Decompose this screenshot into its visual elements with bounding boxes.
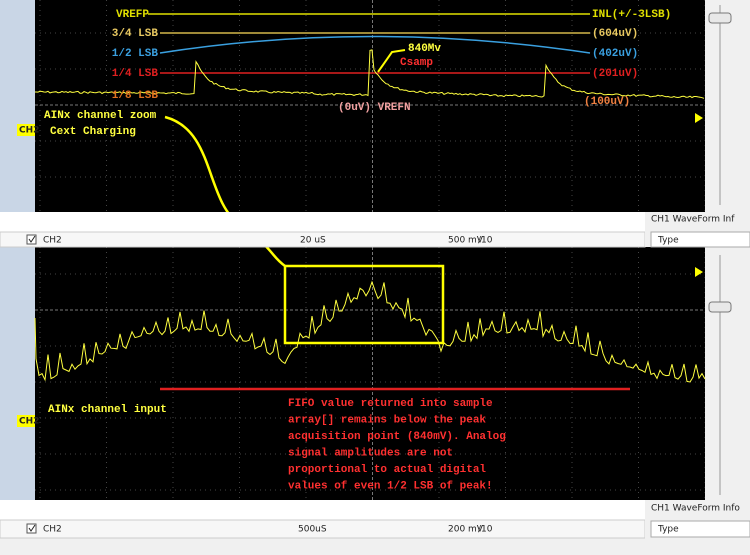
note: AINx channel zoom (44, 110, 157, 122)
side-title: CH1 WaveForm Info (651, 504, 740, 514)
trigger-marker (695, 113, 703, 123)
note: AINx channel input (48, 404, 167, 416)
slider-thumb[interactable] (708, 12, 732, 24)
left-strip (0, 247, 35, 500)
level-value: (201uV) (592, 68, 638, 80)
level-value: INL(+/-3LSB) (592, 9, 671, 21)
level-value: (402uV) (592, 48, 638, 60)
callout: FIFO value returned into sample array[] r… (288, 398, 506, 493)
level-label: 1/8 LSB (112, 90, 159, 102)
level-label: 1/2 LSB (112, 48, 159, 60)
channel-label: CH2 (19, 417, 39, 427)
peak-note: Csamp (400, 57, 433, 69)
slider-panel (705, 0, 750, 212)
bottom-screen (35, 247, 705, 500)
level-line (159, 35, 591, 54)
volts[interactable]: 500 mV (448, 236, 484, 246)
trigger-marker (695, 267, 703, 277)
level-label: 3/4 LSB (112, 28, 159, 40)
zoom-box (283, 264, 445, 345)
level-label: VREFP (116, 9, 149, 21)
slider-panel (705, 247, 750, 500)
left-strip (0, 0, 35, 212)
peak-label: 840Mv (408, 43, 441, 55)
side-field-label: Type (657, 236, 679, 246)
checkbox[interactable] (26, 234, 37, 245)
side-title: CH1 WaveForm Inf (651, 215, 735, 225)
level-value: (100uV) (584, 96, 630, 108)
level-label: 1/4 LSB (112, 68, 159, 80)
channel: CH2 (43, 525, 62, 535)
callout-line: FIFO value returned into sample (288, 398, 493, 410)
check (28, 524, 36, 532)
side-field[interactable] (650, 231, 750, 248)
callout-line: signal amplitudes are not (288, 447, 453, 459)
volts[interactable]: 200 mV (448, 525, 484, 535)
bottom-waveform (34, 280, 706, 383)
side-field-label: Type (657, 525, 679, 535)
slider-thumb[interactable] (708, 301, 732, 313)
probe[interactable]: /10 (478, 236, 493, 246)
side-field[interactable] (650, 520, 750, 538)
probe[interactable]: /10 (478, 525, 493, 535)
channel-marker (17, 124, 35, 136)
timebase[interactable]: 20 uS (300, 236, 326, 246)
callout-line: acquisition point (840mV). Analog (288, 431, 506, 443)
spacer (0, 500, 645, 520)
note: Cext Charging (50, 126, 136, 138)
callout-line: values of even 1/2 LSB of peak! (288, 480, 493, 492)
timebase[interactable]: 500uS (298, 525, 327, 535)
spacer (0, 212, 645, 232)
channel-label: CH2 (19, 126, 39, 136)
check (28, 235, 36, 243)
channel-marker (17, 415, 35, 427)
channel: CH2 (43, 236, 62, 246)
baseline-label: (0uV) VREFN (338, 102, 411, 114)
peak-pointer (377, 49, 406, 73)
level-value: (604uV) (592, 28, 638, 40)
callout-line: proportional to actual digital (288, 464, 486, 476)
callout-line: array[] remains below the peak (288, 414, 486, 426)
top-waveform (35, 49, 705, 99)
checkbox[interactable] (26, 523, 37, 534)
